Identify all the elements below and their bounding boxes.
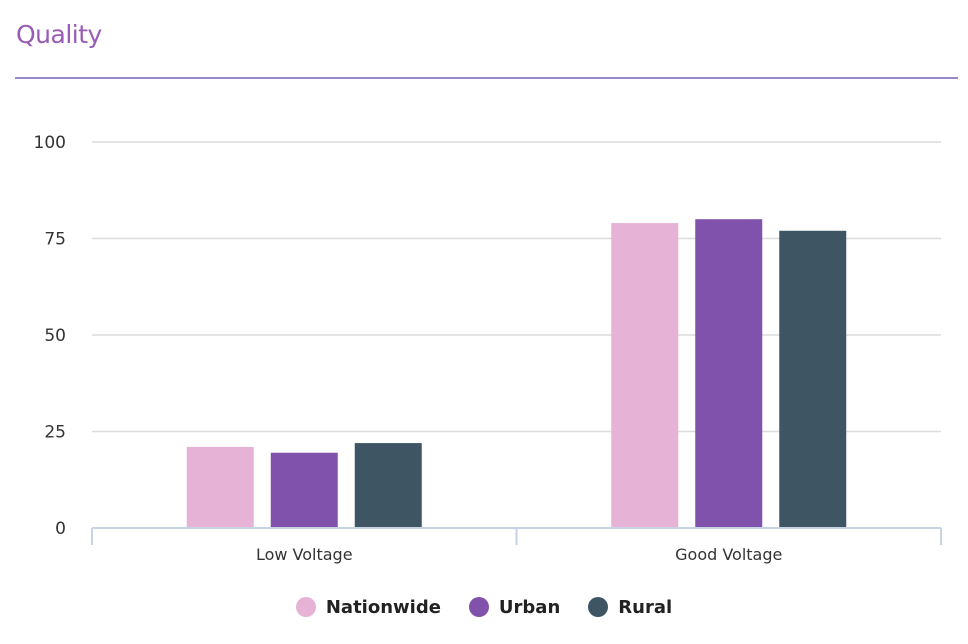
bar-chart: 0 25 50 75 100 Low Voltage Good Voltage	[34, 133, 942, 564]
chart-title: Quality	[16, 20, 102, 49]
legend-label-rural: Rural	[618, 596, 673, 618]
legend-label-urban: Urban	[498, 596, 561, 618]
y-tick-label-50: 50	[44, 326, 66, 346]
legend: Nationwide Urban Rural	[0, 592, 968, 622]
bar-rural-good-voltage	[779, 230, 847, 528]
x-tick-label-good-voltage: Good Voltage	[675, 545, 782, 564]
bar-rural-low-voltage	[354, 443, 422, 528]
legend-swatch-urban	[468, 597, 489, 617]
legend-swatch-rural	[588, 597, 609, 617]
x-tick-label-low-voltage: Low Voltage	[256, 545, 353, 564]
legend-label-nationwide: Nationwide	[325, 596, 441, 618]
bar-urban-low-voltage	[270, 452, 338, 528]
y-axis-tick-labels: 0 25 50 75 100	[34, 133, 66, 539]
legend-item-urban[interactable]: Urban	[468, 596, 561, 618]
bars	[186, 219, 847, 528]
bar-nationwide-low-voltage	[186, 446, 254, 528]
title-divider	[15, 77, 958, 79]
legend-swatch-nationwide	[295, 597, 316, 617]
y-tick-label-75: 75	[44, 230, 66, 250]
bar-nationwide-good-voltage	[611, 223, 679, 528]
y-tick-label-0: 0	[55, 519, 66, 539]
legend-item-nationwide[interactable]: Nationwide	[295, 596, 441, 618]
bar-urban-good-voltage	[695, 219, 763, 528]
legend-item-rural[interactable]: Rural	[588, 597, 672, 618]
y-tick-label-25: 25	[44, 423, 66, 443]
x-axis: Low Voltage Good Voltage	[91, 527, 942, 564]
y-tick-label-100: 100	[34, 133, 66, 153]
